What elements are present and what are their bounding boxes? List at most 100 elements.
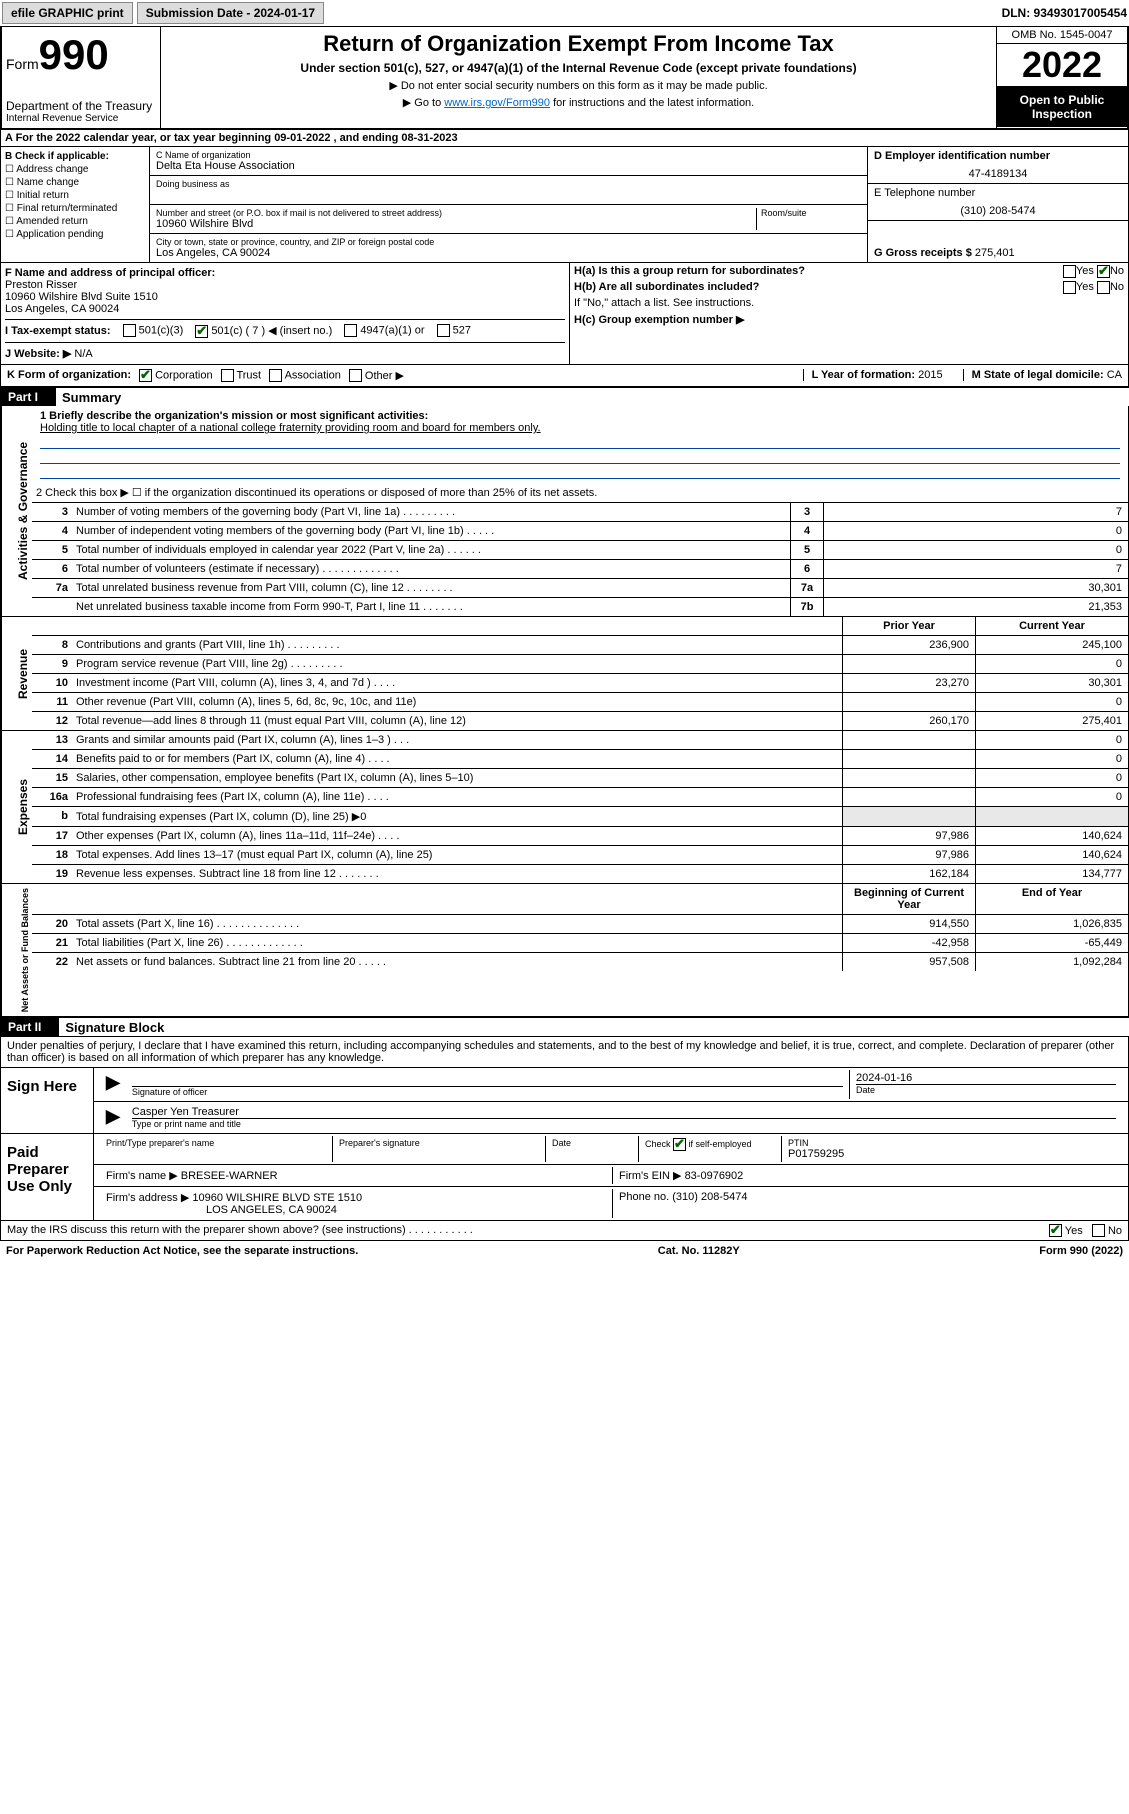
chk-address-change[interactable]: ☐ Address change: [5, 164, 145, 175]
chk-4947[interactable]: 4947(a)(1) or: [344, 324, 424, 337]
hb-no[interactable]: No: [1097, 281, 1124, 293]
chk-assoc[interactable]: Association: [269, 369, 341, 382]
dln-label: DLN: 93493017005454: [1002, 6, 1127, 20]
rev-block: Revenue Prior Year Current Year 8Contrib…: [0, 617, 1129, 731]
j-label: J Website: ▶: [5, 348, 71, 360]
discuss-yes[interactable]: Yes: [1049, 1225, 1083, 1237]
tab-net-assets: Net Assets or Fund Balances: [1, 884, 32, 1016]
footer: For Paperwork Reduction Act Notice, see …: [0, 1241, 1129, 1261]
form-note-link: ▶ Go to www.irs.gov/Form990 for instruct…: [165, 96, 992, 109]
year-formation: 2015: [918, 369, 942, 381]
chk-final-return[interactable]: ☐ Final return/terminated: [5, 203, 145, 214]
tab-governance: Activities & Governance: [1, 406, 32, 616]
chk-initial-return[interactable]: ☐ Initial return: [5, 190, 145, 201]
chk-amended-return[interactable]: ☐ Amended return: [5, 216, 145, 227]
topbar: efile GRAPHIC print Submission Date - 20…: [0, 0, 1129, 27]
sig-officer-label: Signature of officer: [132, 1086, 843, 1097]
ha-no[interactable]: No: [1097, 265, 1124, 277]
e-label: E Telephone number: [874, 187, 975, 199]
firm-addr-label: Firm's address ▶: [106, 1192, 189, 1204]
firm-phone: (310) 208-5474: [672, 1191, 747, 1203]
b-header: B Check if applicable:: [5, 151, 109, 162]
f-label: F Name and address of principal officer:: [5, 267, 215, 279]
hdr-curr: Current Year: [975, 617, 1128, 635]
date-label: Date: [856, 1084, 1116, 1095]
org-name: Delta Eta House Association: [156, 160, 861, 172]
part2-title: Signature Block: [65, 1020, 164, 1035]
chk-corp[interactable]: Corporation: [139, 369, 213, 382]
city-value: Los Angeles, CA 90024: [156, 247, 861, 259]
room-label: Room/suite: [761, 208, 861, 218]
officer-name: Preston Risser: [5, 279, 77, 291]
form-ref: Form 990 (2022): [1039, 1245, 1123, 1257]
chk-501c3[interactable]: 501(c)(3): [123, 324, 184, 337]
gross-receipts: 275,401: [975, 247, 1015, 259]
chk-application-pending[interactable]: ☐ Application pending: [5, 229, 145, 240]
submission-date-button[interactable]: Submission Date - 2024-01-17: [137, 2, 324, 24]
hb-yes[interactable]: Yes: [1063, 281, 1094, 293]
g-label: G Gross receipts $: [874, 247, 972, 259]
website-value: N/A: [74, 348, 92, 360]
m-label: M State of legal domicile:: [972, 369, 1104, 381]
firm-name-label: Firm's name ▶: [106, 1170, 178, 1182]
tab-revenue: Revenue: [1, 617, 32, 730]
officer-addr1: 10960 Wilshire Blvd Suite 1510: [5, 291, 158, 303]
omb-number: OMB No. 1545-0047: [997, 27, 1127, 44]
officer-addr2: Los Angeles, CA 90024: [5, 303, 119, 315]
cat-no: Cat. No. 11282Y: [658, 1245, 740, 1257]
hdr-end: End of Year: [975, 884, 1128, 914]
gov-block: Activities & Governance 1 Briefly descri…: [0, 406, 1129, 617]
firm-phone-label: Phone no.: [619, 1191, 669, 1203]
hdr-prior: Prior Year: [842, 617, 975, 635]
part1-header: Part I Summary: [0, 387, 1129, 406]
form-header: Form990 Department of the Treasury Inter…: [0, 27, 1129, 130]
section-bcdeg: B Check if applicable: ☐ Address change …: [0, 147, 1129, 263]
arrow-icon: ▶: [100, 1070, 126, 1099]
part2-badge: Part II: [0, 1018, 59, 1036]
phone-value: (310) 208-5474: [874, 205, 1122, 217]
chk-name-change[interactable]: ☐ Name change: [5, 177, 145, 188]
chk-trust[interactable]: Trust: [221, 369, 262, 382]
ha-yes[interactable]: Yes: [1063, 265, 1094, 277]
sig-date: 2024-01-16: [856, 1072, 1116, 1084]
ha-label: H(a) Is this a group return for subordin…: [574, 265, 805, 277]
paid-preparer-label: Paid Preparer Use Only: [1, 1134, 94, 1220]
l1-label: 1 Briefly describe the organization's mi…: [40, 410, 428, 422]
part1-title: Summary: [62, 390, 121, 405]
prep-name-label: Print/Type preparer's name: [106, 1138, 326, 1148]
chk-other[interactable]: Other ▶: [349, 369, 404, 383]
l2-text: 2 Check this box ▶ ☐ if the organization…: [32, 483, 1128, 502]
ptin-label: PTIN: [788, 1138, 1116, 1148]
net-block: Net Assets or Fund Balances Beginning of…: [0, 884, 1129, 1017]
dept-label: Department of the Treasury: [6, 99, 156, 113]
form-number: Form990: [6, 31, 156, 79]
firm-addr1: 10960 WILSHIRE BLVD STE 1510: [192, 1192, 362, 1204]
exp-block: Expenses 13Grants and similar amounts pa…: [0, 731, 1129, 884]
hdr-beginning: Beginning of Current Year: [842, 884, 975, 914]
chk-501c[interactable]: 501(c) ( 7 ) ◀ (insert no.): [195, 324, 332, 338]
c-name-label: C Name of organization: [156, 150, 861, 160]
discuss-no[interactable]: No: [1092, 1225, 1122, 1237]
hc-label: H(c) Group exemption number ▶: [574, 314, 744, 326]
chk-527[interactable]: 527: [437, 324, 471, 337]
irs-label: Internal Revenue Service: [6, 113, 156, 124]
prep-date-label: Date: [552, 1138, 632, 1148]
row-a-period: A For the 2022 calendar year, or tax yea…: [0, 130, 1129, 147]
efile-button[interactable]: efile GRAPHIC print: [2, 2, 133, 24]
instructions-link[interactable]: www.irs.gov/Form990: [444, 97, 550, 109]
dba-label: Doing business as: [156, 179, 861, 189]
part2-header: Part II Signature Block: [0, 1017, 1129, 1036]
officer-name-title: Casper Yen Treasurer: [132, 1106, 1116, 1118]
may-irs-discuss: May the IRS discuss this return with the…: [7, 1224, 473, 1237]
firm-addr2: LOS ANGELES, CA 90024: [206, 1204, 337, 1216]
self-employed-check[interactable]: Check if self-employed: [638, 1136, 781, 1162]
row-k: K Form of organization: Corporation Trus…: [0, 365, 1129, 388]
tab-expenses: Expenses: [1, 731, 32, 883]
form-title: Return of Organization Exempt From Incom…: [165, 31, 992, 57]
ptin-value: P01759295: [788, 1148, 1116, 1160]
city-label: City or town, state or province, country…: [156, 237, 861, 247]
hb-label: H(b) Are all subordinates included?: [574, 281, 759, 293]
declaration-text: Under penalties of perjury, I declare th…: [1, 1037, 1128, 1067]
k-label: K Form of organization:: [7, 369, 131, 381]
firm-ein-label: Firm's EIN ▶: [619, 1170, 682, 1182]
